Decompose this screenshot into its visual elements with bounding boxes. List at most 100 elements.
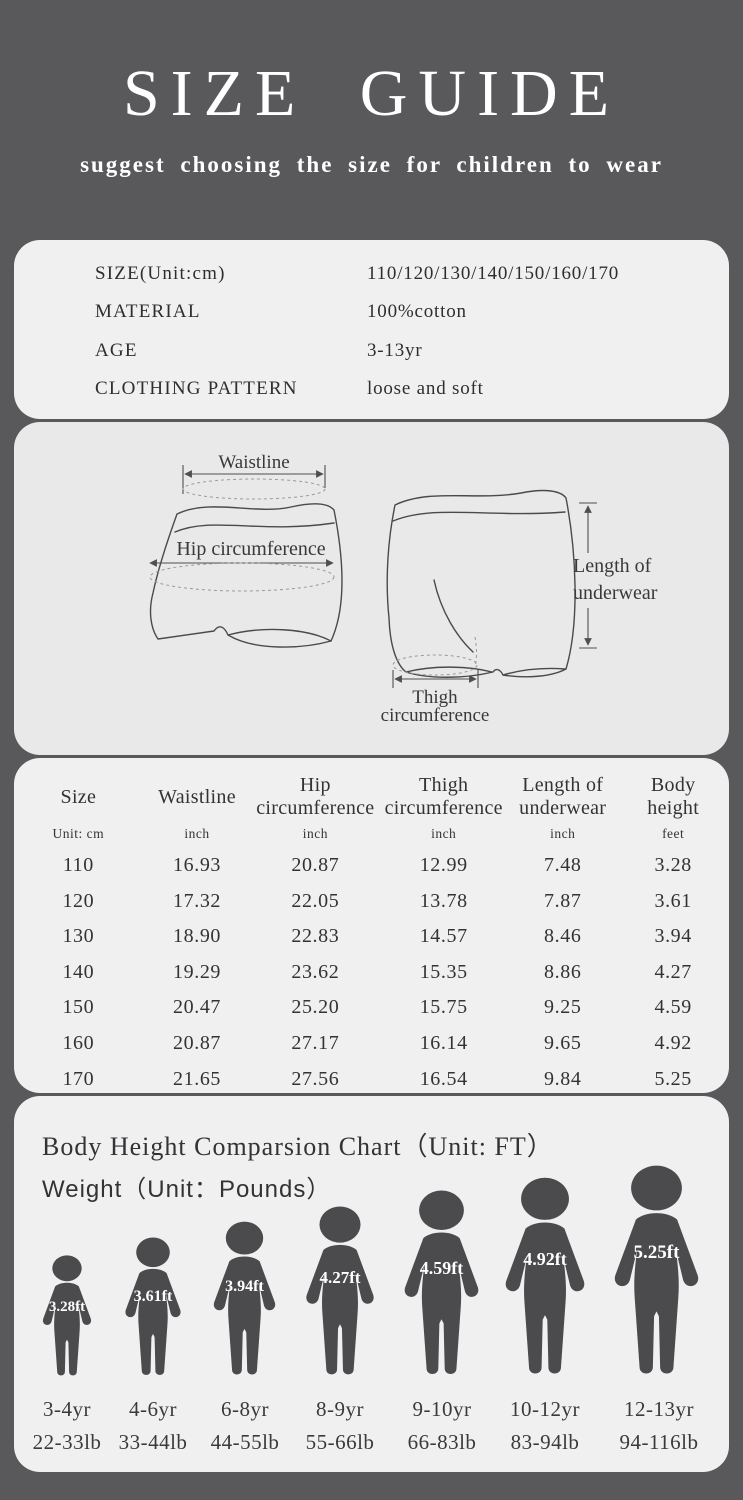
hip-dimension: Hip circumference: [149, 538, 335, 592]
figure-weight-label: 66-83lb: [407, 1430, 477, 1454]
table-cell: 160: [62, 1031, 95, 1054]
table-cell: 9.25: [544, 996, 582, 1019]
table-cell: 9.65: [544, 1031, 582, 1054]
column-header: Waistline: [158, 785, 236, 808]
size-table: Size Waistline Hip circumference Thigh c…: [14, 770, 729, 1097]
table-cell: 18.90: [173, 925, 222, 948]
measurement-diagram-card: Waistline Hip circumference Thigh circum…: [14, 422, 729, 755]
column-unit: Unit: cm: [52, 826, 105, 841]
table-cell: 15.35: [419, 960, 468, 983]
table-cell: 130: [62, 925, 95, 948]
info-row-pattern: CLOTHING PATTERN loose and soft: [95, 370, 729, 408]
table-cell: 140: [62, 960, 95, 983]
page-subtitle: suggest choosing the size for children t…: [80, 152, 663, 177]
size-table-card: Size Waistline Hip circumference Thigh c…: [14, 758, 729, 1093]
figure-height-label: 4.59ft: [419, 1257, 464, 1278]
column-unit: inch: [302, 826, 328, 841]
figure-height-label: 3.28ft: [48, 1299, 86, 1316]
table-cell: 7.87: [544, 889, 582, 912]
column-header: Body height: [647, 774, 700, 819]
table-cell: 20.87: [173, 1031, 222, 1054]
info-label: SIZE(Unit:cm): [95, 263, 226, 284]
info-row-material: MATERIAL 100%cotton: [95, 293, 729, 331]
figure-weight-label: 33-44lb: [118, 1430, 188, 1454]
hip-label: Hip circumference: [176, 538, 325, 560]
info-value: 110/120/130/140/150/160/170: [367, 263, 620, 284]
table-cell: 16.93: [173, 854, 222, 876]
shorts-front-drawing: [149, 503, 343, 648]
figure-age-label: 6-8yr: [221, 1397, 269, 1421]
table-cell: 15.75: [419, 996, 468, 1019]
table-cell: 5.25: [654, 1067, 692, 1090]
figure-weight-label: 55-66lb: [305, 1430, 375, 1454]
info-value: 3-13yr: [367, 339, 423, 361]
length-dimension: Length of underwear: [573, 502, 658, 649]
figure-age-label: 8-9yr: [316, 1397, 364, 1421]
figure-age-weight: 6-8yr 44-55lb: [187, 1393, 303, 1459]
figure-age-weight: 12-13yr 94-116lb: [601, 1393, 717, 1459]
chart-title-line1: Body Height Comparsion Chart（Unit: FT）: [42, 1132, 554, 1161]
height-chart-card: Body Height Comparsion Chart（Unit: FT） W…: [14, 1096, 729, 1472]
table-cell: 22.05: [291, 889, 340, 912]
child-silhouette-icon: [42, 1255, 92, 1376]
table-cell: 3.28: [654, 854, 692, 876]
table-cell: 4.92: [654, 1031, 692, 1054]
figure-height-label: 4.27ft: [319, 1267, 361, 1287]
child-silhouette-icon: [505, 1177, 585, 1374]
child-figure: 3.94ft: [200, 1221, 289, 1378]
table-cell: 14.57: [419, 925, 468, 948]
table-cell: 20.47: [173, 996, 222, 1019]
length-label-line1: Length of: [573, 555, 652, 577]
child-silhouette-icon: [125, 1237, 181, 1375]
info-row-age: AGE 3-13yr: [95, 332, 729, 370]
table-cell: 25.20: [291, 996, 340, 1019]
table-cell: 13.78: [419, 889, 468, 912]
table-cell: 150: [62, 996, 95, 1019]
table-cell: 120: [62, 889, 95, 912]
column-unit: inch: [431, 826, 457, 841]
child-silhouette-icon: [306, 1206, 374, 1375]
info-value: loose and soft: [367, 377, 484, 399]
table-cell: 27.56: [291, 1067, 340, 1090]
table-cell: 9.84: [544, 1067, 582, 1090]
shorts-back-drawing: [386, 489, 576, 678]
figure-weight-label: 83-94lb: [510, 1430, 580, 1454]
product-info-card: SIZE(Unit:cm) 110/120/130/140/150/160/17…: [14, 240, 729, 419]
table-cell: 17.32: [173, 889, 222, 912]
info-value: 100%cotton: [367, 301, 467, 323]
thigh-dimension: Thigh circumference: [381, 654, 489, 726]
column-unit: feet: [662, 826, 685, 841]
thigh-label-line1: Thigh: [412, 687, 458, 708]
figure-height-label: 3.94ft: [225, 1277, 264, 1295]
child-figure: 3.28ft: [32, 1255, 102, 1378]
table-cell: 23.62: [291, 960, 340, 983]
child-figure: 4.59ft: [388, 1190, 495, 1378]
figure-age-label: 4-6yr: [129, 1397, 177, 1421]
figure-age-label: 12-13yr: [624, 1397, 694, 1421]
table-cell: 7.48: [544, 854, 582, 876]
header: SIZE GUIDE suggest choosing the size for…: [0, 0, 743, 240]
table-cell: 16.14: [419, 1031, 468, 1054]
table-cell: 3.94: [654, 925, 692, 948]
figure-height-label: 3.61ft: [133, 1287, 173, 1305]
figure-height-label: 5.25ft: [633, 1241, 680, 1263]
waistline-dimension: Waistline: [182, 452, 326, 500]
figure-age-label: 3-4yr: [43, 1397, 91, 1421]
table-cell: 16.54: [419, 1067, 468, 1090]
table-cell: 3.61: [654, 889, 692, 912]
column-header: Length of underwear: [519, 774, 607, 819]
column-unit: inch: [550, 826, 576, 841]
table-cell: 12.99: [419, 854, 468, 876]
figure-weight-label: 94-116lb: [619, 1430, 699, 1454]
figure-age-weight: 9-10yr 66-83lb: [384, 1393, 500, 1459]
waistline-label: Waistline: [218, 452, 289, 473]
figure-age-label: 9-10yr: [412, 1397, 472, 1421]
table-cell: 110: [62, 854, 94, 876]
column-header: Size: [60, 785, 97, 808]
column-unit: inch: [184, 826, 210, 841]
info-row-size: SIZE(Unit:cm) 110/120/130/140/150/160/17…: [95, 255, 729, 293]
table-cell: 21.65: [173, 1067, 222, 1090]
figure-age-weight: 10-12yr 83-94lb: [487, 1393, 603, 1459]
underwear-measurement-diagram: Waistline Hip circumference Thigh circum…: [149, 452, 658, 726]
table-cell: 27.17: [291, 1031, 340, 1054]
